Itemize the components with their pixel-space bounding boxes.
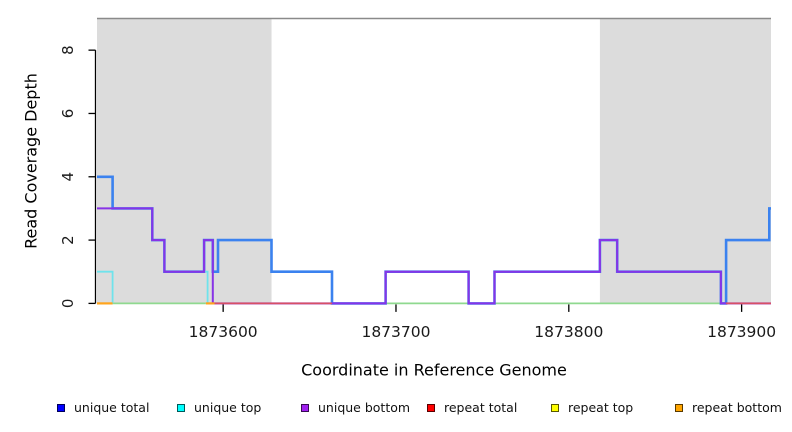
y-axis-title: Read Coverage Depth <box>21 73 41 249</box>
legend-item-repeat-top: repeat top <box>551 399 633 416</box>
legend-label: unique top <box>194 400 262 415</box>
legend-swatch-unique-top <box>177 403 185 412</box>
x-axis-title: Coordinate in Reference Genome <box>301 360 567 380</box>
shaded-region <box>97 18 272 304</box>
legend-swatch-unique-total <box>57 403 65 412</box>
series-line-unique-bottom <box>97 207 771 305</box>
shaded-region <box>599 18 771 304</box>
x-tick-label: 1873700 <box>361 323 430 341</box>
legend-item-unique-top: unique top <box>177 399 261 416</box>
y-tick-label: 2 <box>59 235 77 245</box>
legend-swatch-repeat-total <box>427 403 435 412</box>
legend-swatch-repeat-bottom <box>675 403 683 412</box>
y-tick-label: 8 <box>59 45 77 55</box>
y-tick-label: 6 <box>59 109 77 119</box>
legend-label: unique total <box>74 400 150 415</box>
x-tick-label: 1873800 <box>534 323 603 341</box>
y-tick-label: 0 <box>59 299 77 309</box>
legend-item-unique-bottom: unique bottom <box>301 399 410 416</box>
legend-item-repeat-bottom: repeat bottom <box>675 399 782 416</box>
legend-item-unique-total: unique total <box>57 399 149 416</box>
series-line-unique-top <box>204 270 209 304</box>
series-line-unique-top <box>97 270 114 304</box>
legend-label: repeat top <box>568 400 634 415</box>
legend-label: repeat total <box>444 400 518 415</box>
legend-label: repeat bottom <box>692 400 782 415</box>
x-tick-label: 1873600 <box>189 323 258 341</box>
legend-label: unique bottom <box>318 400 411 415</box>
legend: unique total unique top unique bottom re… <box>0 399 792 419</box>
x-tick-label: 1873900 <box>707 323 776 341</box>
y-tick-label: 4 <box>59 172 77 182</box>
legend-swatch-repeat-top <box>551 403 559 412</box>
legend-swatch-unique-bottom <box>301 403 309 412</box>
legend-item-repeat-total: repeat total <box>427 399 517 416</box>
